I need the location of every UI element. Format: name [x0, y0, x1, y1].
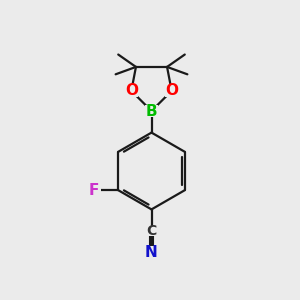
Bar [145, 105, 158, 117]
Text: N: N [145, 245, 158, 260]
Bar [165, 85, 178, 97]
Bar [88, 184, 100, 197]
Bar [125, 85, 138, 97]
Bar [145, 246, 158, 259]
Text: C: C [146, 224, 157, 238]
Bar [146, 226, 157, 236]
Text: B: B [146, 103, 157, 118]
Text: F: F [89, 183, 99, 198]
Text: O: O [125, 83, 138, 98]
Text: O: O [165, 83, 178, 98]
